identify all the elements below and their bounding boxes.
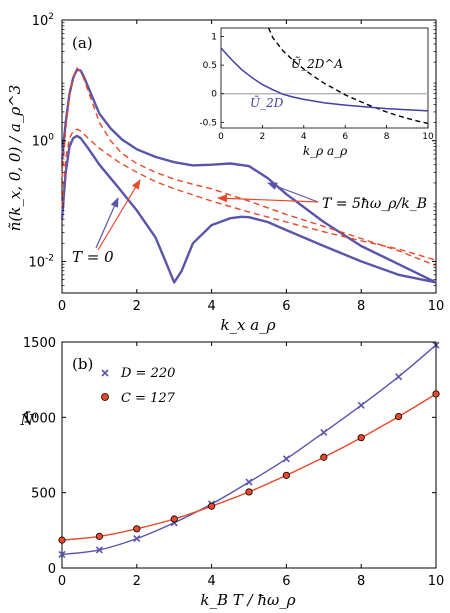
inset-x-tick-label: 2 xyxy=(260,132,266,142)
panel-a-xlabel: k_x a_ρ xyxy=(220,316,275,334)
solid-curve-0 xyxy=(60,68,437,284)
arrow-blue-t0 xyxy=(95,197,119,249)
x-tick-label: 10 xyxy=(428,299,445,314)
arrow-blue-t5 xyxy=(267,182,319,203)
data-point-o xyxy=(282,471,290,479)
x-tick-label: 8 xyxy=(357,574,365,589)
data-point-x xyxy=(95,546,103,554)
inset-x-tick-label: 10 xyxy=(422,132,434,142)
solid-curve-1 xyxy=(60,134,437,284)
annotation-t5: T = 5ħω_ρ/k_B xyxy=(322,196,427,212)
data-point-o xyxy=(95,532,104,540)
x-tick-label: 6 xyxy=(282,299,290,314)
legend-label-c: C = 127 xyxy=(121,391,176,406)
y-tick-label: 10-2 xyxy=(28,253,54,270)
data-point-o xyxy=(357,434,365,442)
panel-b-frame xyxy=(61,341,437,569)
inset-y-tick-label: 0 xyxy=(211,90,217,100)
inset-x-tick-label: 6 xyxy=(342,132,348,142)
annotation-t0: T = 0 xyxy=(72,248,114,266)
y-tick-label: 1500 xyxy=(23,336,56,351)
panel-b-label: (b) xyxy=(72,355,93,373)
data-point-x xyxy=(245,478,253,486)
arrow-red-t5 xyxy=(217,194,319,203)
legend: D = 220 C = 127 xyxy=(101,366,176,406)
x-tick-label: 2 xyxy=(133,299,141,314)
legend-item-c: C = 127 xyxy=(101,391,176,406)
y-tick-label: 1000 xyxy=(23,411,56,426)
inset-y-tick-label: 0.5 xyxy=(203,61,217,71)
panel-a-ylabel: ñ(k_x, 0, 0) / a_ρ^3 xyxy=(6,85,24,232)
data-point-x xyxy=(395,373,403,381)
y-tick-label: 0 xyxy=(48,562,56,577)
inset-legend-u2d: Ũ_2D xyxy=(250,95,284,110)
inset-xlabel: k_ρ a_ρ xyxy=(303,144,347,158)
legend-item-d: D = 220 xyxy=(101,366,175,381)
dashed-curve-2 xyxy=(61,67,437,267)
data-point-x xyxy=(58,550,66,559)
arrow-red-t0 xyxy=(97,179,141,251)
inset-x-tick-label: 8 xyxy=(384,132,390,142)
legend-label-d: D = 220 xyxy=(120,366,175,381)
y-tick-label: 102 xyxy=(32,12,54,29)
data-point-x xyxy=(320,428,328,436)
series-line-0 xyxy=(61,344,437,556)
panel-a-label: (a) xyxy=(72,34,93,52)
x-tick-label: 2 xyxy=(133,574,141,589)
data-point-o xyxy=(432,390,440,398)
x-tick-label: 4 xyxy=(207,299,215,314)
data-point-o xyxy=(208,502,216,510)
inset-x-tick-label: 0 xyxy=(218,132,224,142)
x-tick-label: 0 xyxy=(58,299,66,314)
y-tick-label: 100 xyxy=(32,133,55,150)
inset-y-tick-label: -0.5 xyxy=(199,118,217,128)
data-point-x xyxy=(357,401,365,409)
data-point-o xyxy=(394,412,403,421)
inset-legend-ua: Ũ_2D^A xyxy=(291,56,343,71)
panel-b-ylabel: N̄' xyxy=(19,411,37,429)
inset-curve-1 xyxy=(220,47,429,112)
x-tick-label: 10 xyxy=(428,574,445,589)
series-line-1 xyxy=(61,393,437,541)
inset-plot: 0 2 4 6 8 10 -0.500.51 Ũ_2D^A Ũ_2D k_ρ a_ρ xyxy=(199,27,434,158)
data-point-o xyxy=(170,515,178,523)
annotation-arrows xyxy=(95,179,319,251)
panel-b: 0 2 4 6 8 10 0 500 1000 1500 (b) D = 220 C = 127… xyxy=(19,336,444,609)
inset-y-tick-label: 1 xyxy=(211,33,217,43)
data-point-x xyxy=(282,455,290,463)
legend-marker-o xyxy=(101,393,109,401)
y-tick-label: 500 xyxy=(31,487,56,502)
inset-x-tick-label: 4 xyxy=(301,132,307,142)
dashed-curve-3 xyxy=(61,128,437,261)
x-tick-label: 6 xyxy=(282,574,290,589)
data-point-x xyxy=(133,535,141,543)
legend-marker-x xyxy=(101,369,109,377)
data-point-o xyxy=(245,488,253,496)
data-point-o xyxy=(58,536,66,544)
inset-curve-0 xyxy=(267,27,429,125)
x-tick-label: 8 xyxy=(357,299,365,314)
data-point-o xyxy=(320,453,328,461)
inset-frame xyxy=(220,27,429,129)
panel-b-xlabel: k_B T / ħω_ρ xyxy=(200,591,295,609)
x-tick-label: 0 xyxy=(58,574,66,589)
x-tick-label: 4 xyxy=(207,574,215,589)
data-point-o xyxy=(133,525,141,533)
